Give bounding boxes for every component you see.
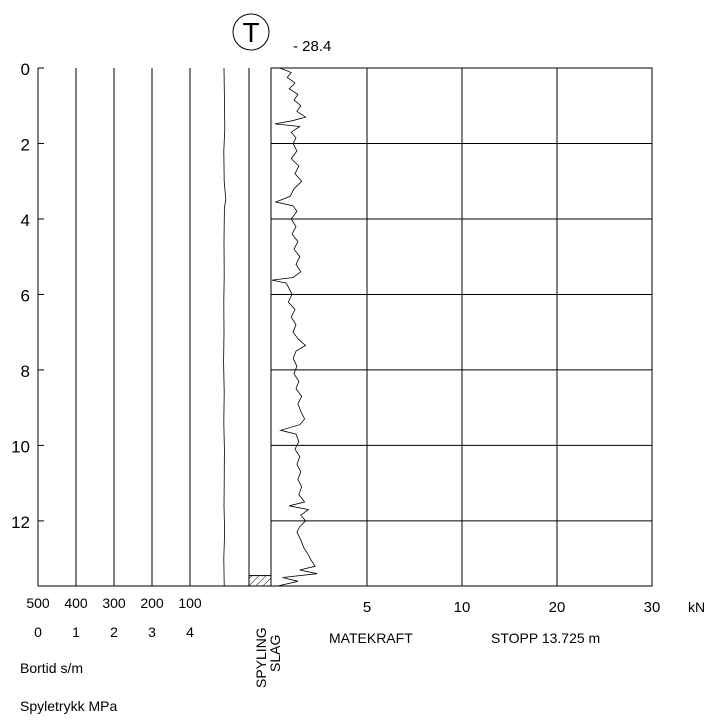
spyling-label: SPYLING xyxy=(253,627,269,688)
depth-axis: 0 2 4 6 8 10 12 xyxy=(11,60,44,586)
depth-tick-label-1: 2 xyxy=(21,135,30,154)
elevation-label: - 28.4 xyxy=(293,38,331,55)
slag-label: SLAG xyxy=(267,635,283,672)
spyletrykk-tick-2: 2 xyxy=(110,624,118,640)
unit-label: kN xyxy=(688,599,705,615)
bortid-tick-2: 300 xyxy=(102,595,126,611)
matekraft-tick-0: 5 xyxy=(363,599,371,616)
bortid-tick-labels: 500 400 300 200 100 xyxy=(26,595,202,611)
spyling-slag-columns xyxy=(248,68,272,587)
matekraft-grid xyxy=(270,67,653,587)
bortid-tick-0: 500 xyxy=(26,595,50,611)
spyletrykk-tick-labels: 0 1 2 3 4 xyxy=(34,624,194,640)
spyletrykk-tick-0: 0 xyxy=(34,624,42,640)
spyletrykk-tick-3: 3 xyxy=(148,624,156,640)
depth-tick-label-2: 4 xyxy=(21,211,30,230)
matekraft-tick-3: 30 xyxy=(644,599,661,616)
matekraft-tick-2: 20 xyxy=(549,599,566,616)
depth-tick-label-0: 0 xyxy=(21,60,30,79)
depth-tick-label-6: 12 xyxy=(11,513,30,532)
matekraft-label: MATEKRAFT xyxy=(329,630,413,646)
spyletrykk-trace xyxy=(223,67,227,587)
bortid-tick-3: 200 xyxy=(140,595,164,611)
t-symbol: T xyxy=(242,17,259,48)
slag-hatch xyxy=(248,575,272,587)
depth-tick-label-5: 10 xyxy=(11,437,30,456)
bortid-label: Bortid s/m xyxy=(20,660,83,676)
depth-ticks: 0 2 4 6 8 10 12 xyxy=(11,60,44,532)
t-symbol-circle xyxy=(232,13,270,51)
header: T - 28.4 xyxy=(232,13,331,55)
matekraft-trace xyxy=(271,67,318,587)
left-panel-lines xyxy=(75,68,191,586)
stopp-label: STOPP 13.725 m xyxy=(491,630,600,646)
depth-tick-label-3: 6 xyxy=(21,286,30,305)
matekraft-tick-1: 10 xyxy=(454,599,471,616)
bortid-tick-1: 400 xyxy=(64,595,88,611)
depth-tick-label-4: 8 xyxy=(21,362,30,381)
matekraft-tick-labels: 5 10 20 30 xyxy=(363,599,661,616)
bortid-tick-4: 100 xyxy=(178,595,202,611)
spyletrykk-tick-4: 4 xyxy=(186,624,194,640)
spyletrykk-label: Spyletrykk MPa xyxy=(20,698,117,714)
spyletrykk-tick-1: 1 xyxy=(72,624,80,640)
